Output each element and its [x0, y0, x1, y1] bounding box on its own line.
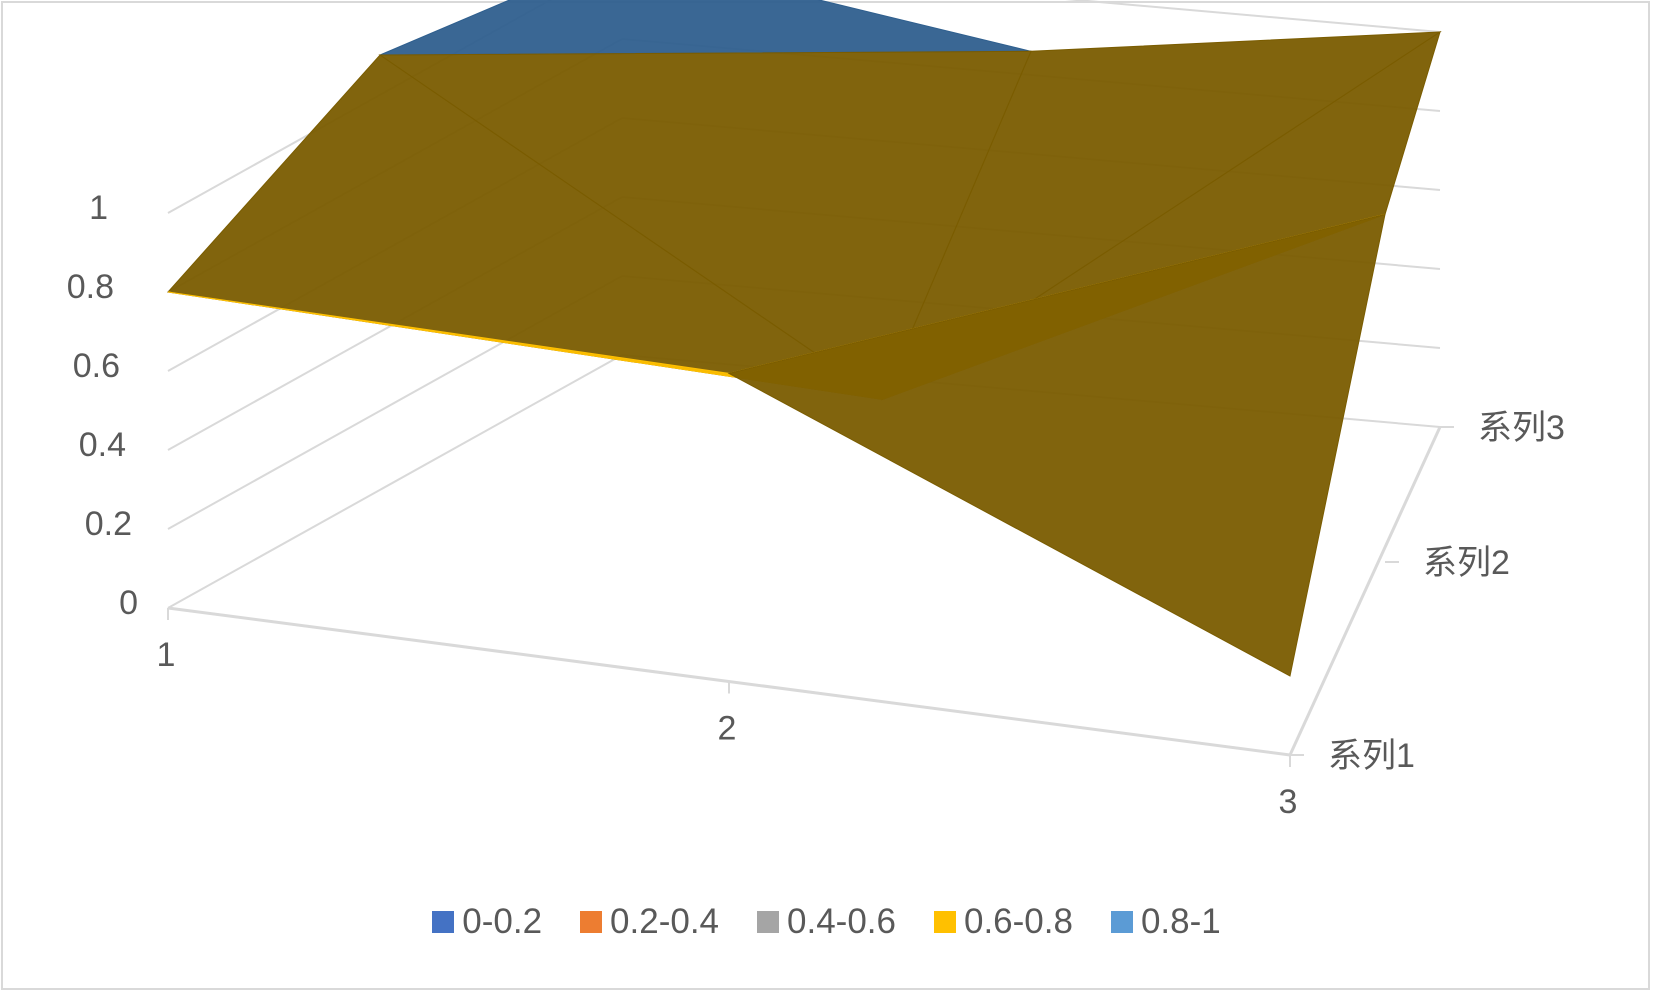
x-tick-label: 3 [1279, 783, 1298, 821]
legend-label: 0.6-0.8 [963, 902, 1073, 941]
surface-facet [379, 0, 1032, 56]
legend-item: 0.6-0.8 [933, 902, 1073, 942]
legend-label: 0.4-0.6 [787, 902, 896, 941]
surface-facet [727, 213, 1386, 677]
z-tick-label: 0 [119, 584, 138, 622]
z-tick-label: 0.8 [67, 268, 114, 306]
series-tick-label: 系列3 [1478, 409, 1565, 447]
legend-swatch [432, 911, 455, 933]
legend-item: 0-0.2 [432, 902, 542, 942]
legend-label: 0-0.2 [462, 902, 543, 941]
chart-legend: 0-0.2 0.2-0.4 0.4-0.6 0.6-0.8 0.8-1 [0, 902, 1653, 942]
z-tick-label: 0.6 [73, 347, 120, 385]
legend-swatch [933, 911, 956, 933]
series-tick-label: 系列2 [1423, 544, 1510, 582]
legend-label: 0.8-1 [1140, 902, 1221, 941]
legend-item: 0.4-0.6 [757, 902, 896, 942]
legend-label: 0.2-0.4 [610, 902, 720, 941]
legend-swatch [757, 911, 780, 933]
depth-axis-line [1288, 426, 1442, 756]
z-tick-label: 1 [89, 189, 108, 227]
legend-item: 0.2-0.4 [580, 902, 719, 942]
legend-swatch [1110, 911, 1133, 933]
series-tick-label: 系列1 [1328, 737, 1415, 775]
legend-swatch [580, 911, 603, 933]
z-tick-label: 0.4 [79, 426, 126, 464]
x-tick-label: 1 [157, 636, 176, 674]
legend-item: 0.8-1 [1110, 902, 1221, 942]
z-gridline-side [167, 354, 623, 609]
x-tick-label: 2 [718, 710, 737, 748]
z-gridline-back [1065, 0, 1441, 33]
z-tick-label: 0.2 [85, 505, 132, 543]
